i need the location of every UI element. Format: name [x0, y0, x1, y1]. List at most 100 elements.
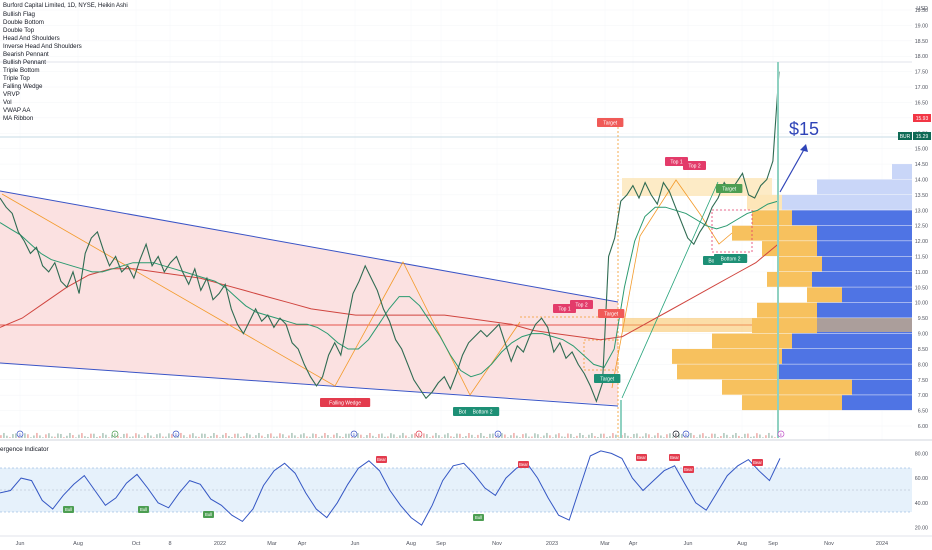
- osc-signal-badge: [518, 461, 529, 468]
- volume-bar: [444, 434, 446, 438]
- osc-signal-text: Bear: [519, 462, 528, 467]
- legend-item[interactable]: Triple Top: [3, 75, 30, 82]
- volume-profile-bar: [767, 271, 812, 287]
- volume-bar: [531, 436, 533, 438]
- volume-bar: [171, 434, 173, 438]
- event-marker-symbol: D: [685, 433, 688, 437]
- volume-bar: [9, 437, 11, 438]
- volume-bar: [42, 437, 44, 438]
- volume-bar: [420, 436, 422, 438]
- event-marker[interactable]: [16, 430, 24, 438]
- osc-signal-text: Bear: [377, 457, 386, 462]
- volume-bar: [108, 437, 110, 438]
- volume-bar: [489, 433, 491, 438]
- volume-bar: [693, 435, 695, 438]
- volume-bar: [720, 436, 722, 438]
- legend-item[interactable]: VWAP AA: [3, 107, 31, 114]
- osc-signal-badge: [376, 456, 387, 463]
- volume-bar: [270, 433, 272, 438]
- event-marker[interactable]: [350, 430, 358, 438]
- time-tick-label: 2022: [214, 541, 226, 547]
- volume-bar: [228, 435, 230, 438]
- price-tick-label: 18.00: [915, 54, 928, 60]
- volume-bar: [606, 436, 608, 438]
- volume-bar: [735, 433, 737, 438]
- legend-item[interactable]: Bullish Pennant: [3, 59, 46, 66]
- event-marker[interactable]: [494, 430, 502, 438]
- double-bottom-box: [711, 209, 753, 253]
- volume-bar: [87, 436, 89, 438]
- volume-spike: [620, 400, 622, 438]
- legend-item[interactable]: MA Ribbon: [3, 115, 34, 122]
- volume-bar: [486, 437, 488, 438]
- volume-profile-bar: [807, 287, 842, 303]
- price-tick-label: 11.50: [915, 255, 928, 261]
- volume-bar: [84, 436, 86, 438]
- volume-bar: [600, 433, 602, 438]
- volume-bar: [357, 433, 359, 438]
- legend-item[interactable]: Triple Bottom: [3, 67, 40, 74]
- volume-profile-bar: [792, 210, 912, 226]
- osc-tick-label: 60.00: [915, 476, 928, 482]
- volume-profile-bar: [822, 256, 912, 272]
- volume-bar: [696, 437, 698, 438]
- volume-bar: [375, 437, 377, 438]
- volume-bar: [36, 432, 38, 438]
- volume-bar: [525, 433, 527, 438]
- time-tick-label: Aug: [406, 541, 416, 547]
- volume-bar: [465, 435, 467, 438]
- oscillator-axis: 80.00 60.00 40.00 20.00: [915, 451, 928, 531]
- volume-profile-bar: [777, 256, 822, 272]
- price-tick-label: 7.50: [918, 378, 928, 384]
- price-tick-label: 19.50: [915, 8, 928, 14]
- volume-bar: [555, 434, 557, 438]
- time-tick-label: 2023: [546, 541, 558, 547]
- legend-item[interactable]: Inverse Head And Shoulders: [3, 43, 82, 50]
- osc-signal-badge: [669, 454, 680, 461]
- volume-bar: [288, 435, 290, 438]
- event-marker[interactable]: [172, 430, 180, 438]
- event-marker[interactable]: [672, 430, 680, 438]
- ticker-badge: [898, 132, 912, 140]
- volume-profile-bar: [722, 379, 852, 395]
- volume-bar: [492, 433, 494, 438]
- volume-bar: [684, 437, 686, 438]
- volume-bar: [156, 434, 158, 438]
- volume-bar: [222, 434, 224, 438]
- legend-item[interactable]: Vol: [3, 99, 12, 106]
- time-tick-label: Nov: [492, 541, 502, 547]
- osc-tick-label: 20.00: [915, 526, 928, 532]
- volume-bar: [231, 437, 233, 438]
- volume-bar: [261, 435, 263, 438]
- legend-item[interactable]: Bullish Flag: [3, 11, 35, 18]
- volume-bar: [360, 434, 362, 438]
- volume-bar: [174, 437, 176, 438]
- volume-profile-bar: [782, 348, 912, 364]
- legend-item[interactable]: Bearish Pennant: [3, 51, 49, 58]
- volume-bar: [213, 433, 215, 438]
- volume-bar: [372, 435, 374, 438]
- volume-bar: [393, 434, 395, 438]
- legend-item[interactable]: VRVP: [3, 91, 20, 98]
- volume-profile-bar: [762, 241, 817, 257]
- legend-item[interactable]: Falling Wedge: [3, 83, 43, 90]
- event-marker[interactable]: [777, 430, 785, 438]
- legend-item[interactable]: Double Bottom: [3, 19, 44, 26]
- price-tick-label: 9.00: [918, 332, 928, 338]
- volume-bar: [717, 437, 719, 438]
- event-marker[interactable]: [682, 430, 690, 438]
- event-marker[interactable]: [111, 430, 119, 438]
- event-marker[interactable]: [415, 430, 423, 438]
- legend-item[interactable]: Head And Shoulders: [3, 35, 60, 42]
- volume-bar: [477, 434, 479, 438]
- price-tick-label: 12.50: [915, 224, 928, 230]
- legend-item[interactable]: Double Top: [3, 27, 35, 34]
- volume-bar: [645, 433, 647, 438]
- pattern-badge-text: Top 1: [670, 159, 682, 165]
- volume-profile-bar: [817, 179, 912, 195]
- volume-bar: [570, 433, 572, 438]
- volume-bar: [255, 435, 257, 438]
- oscillator-line: [0, 450, 781, 526]
- price-tick-label: 13.00: [915, 208, 928, 214]
